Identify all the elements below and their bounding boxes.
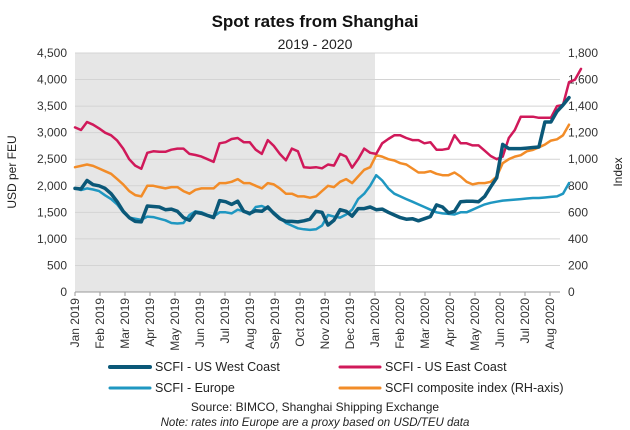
y-tick-label-left: 1,500: [37, 205, 67, 219]
x-tick-label: Apr 2019: [143, 298, 157, 347]
x-tick-label: Mar 2019: [118, 298, 132, 349]
x-tick-label: May 2020: [468, 298, 482, 351]
y-axis-title-right: Index: [611, 157, 625, 186]
y-tick-label-left: 3,500: [37, 99, 67, 113]
line-composite-index: [73, 123, 571, 199]
x-tick-label: Jun 2020: [493, 298, 507, 348]
y-axis-title-left: USD per FEU: [5, 135, 19, 208]
y-tick-label-left: 500: [47, 258, 67, 272]
y-tick-label-left: 0: [60, 285, 67, 299]
y-tick-label-right: 1,000: [568, 152, 598, 166]
legend-label-us-west-coast: SCFI - US West Coast: [155, 360, 280, 374]
source-text: Source: BIMCO, Shanghai Shipping Exchang…: [191, 400, 439, 414]
x-tick-label: Apr 2020: [443, 298, 457, 347]
y-tick-label-right: 800: [568, 179, 588, 193]
x-tick-label: Feb 2019: [93, 298, 107, 349]
y-tick-label-right: 1,800: [568, 46, 598, 60]
y-tick-label-left: 4,500: [37, 46, 67, 60]
y-tick-label-right: 200: [568, 258, 588, 272]
y-tick-label-left: 1,000: [37, 232, 67, 246]
x-tick-label: Jul 2020: [518, 298, 532, 344]
x-tick-label: May 2019: [168, 298, 182, 351]
y-tick-label-right: 1,200: [568, 126, 598, 140]
x-tick-label: Sep 2019: [268, 298, 282, 350]
note-text: Note: rates into Europe are a proxy base…: [161, 417, 470, 429]
y-tick-label-right: 400: [568, 232, 588, 246]
line-europe: [73, 173, 571, 232]
legend-label-us-east-coast: SCFI - US East Coast: [385, 360, 507, 374]
x-tick-label: Jan 2019: [68, 298, 82, 348]
chart-subtitle: 2019 - 2020: [278, 36, 353, 52]
chart-title: Spot rates from Shanghai: [212, 12, 419, 31]
x-tick-label: Mar 2020: [418, 298, 432, 349]
x-tick-label: Nov 2019: [318, 298, 332, 350]
x-tick-label: Feb 2020: [393, 298, 407, 349]
shaded-region-2019: [75, 53, 375, 292]
line-us-west-coast: [73, 95, 571, 227]
legend-label-europe: SCFI - Europe: [155, 381, 235, 395]
x-tick-label: Dec 2019: [343, 298, 357, 350]
legend: SCFI - US West Coast SCFI - US East Coas…: [108, 360, 564, 395]
y-tick-label-right: 0: [568, 285, 575, 299]
y-tick-label-left: 2,500: [37, 152, 67, 166]
x-tick-label: Oct 2019: [293, 298, 307, 347]
y-tick-label-left: 3,000: [37, 126, 67, 140]
x-tick-label: Jan 2020: [368, 298, 382, 348]
y-tick-label-right: 1,400: [568, 99, 598, 113]
x-tick-label: Aug 2019: [243, 298, 257, 350]
x-tick-label: Jun 2019: [193, 298, 207, 348]
line-us-east-coast: [73, 67, 583, 171]
x-tick-label: Jul 2019: [218, 298, 232, 344]
legend-label-composite-index: SCFI composite index (RH-axis): [385, 381, 564, 395]
x-tick-label: Aug 2020: [543, 298, 557, 350]
y-tick-label-left: 4,000: [37, 73, 67, 87]
y-tick-label-right: 600: [568, 205, 588, 219]
y-tick-label-left: 2,000: [37, 179, 67, 193]
